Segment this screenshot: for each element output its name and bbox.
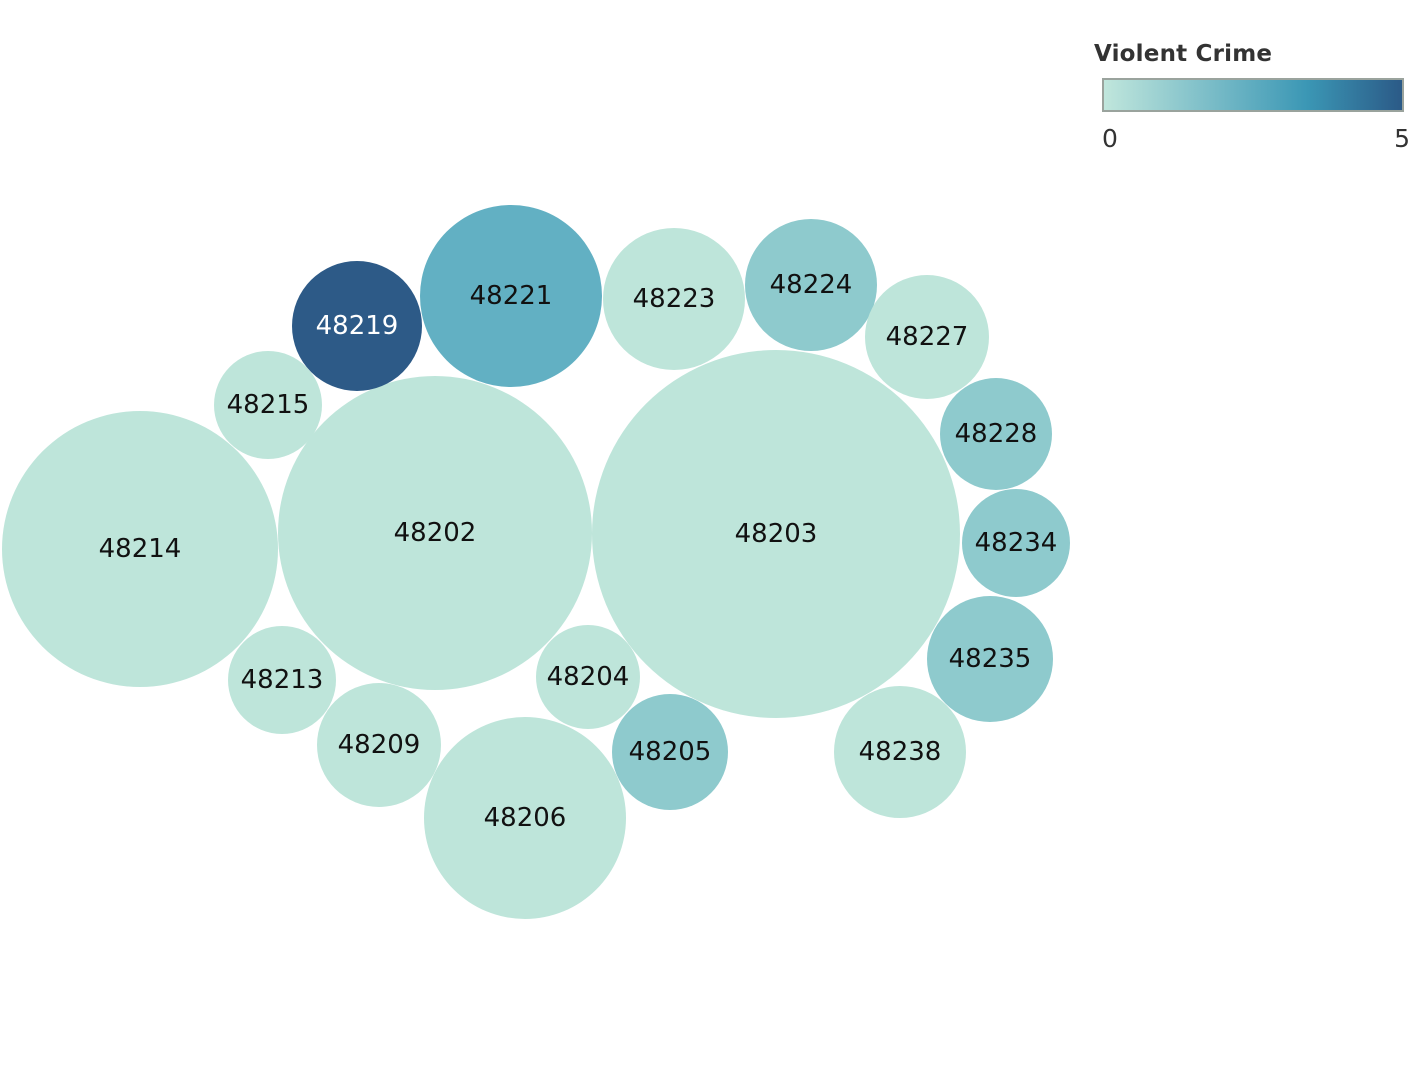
- bubble-circle[interactable]: [834, 686, 966, 818]
- bubble-label: 48221: [470, 281, 553, 311]
- bubble-circle[interactable]: [424, 717, 626, 919]
- bubble-circle[interactable]: [865, 275, 989, 399]
- bubble-circle[interactable]: [2, 411, 278, 687]
- bubble-circle[interactable]: [317, 683, 441, 807]
- bubble-label: 48223: [633, 284, 716, 314]
- bubble-circle[interactable]: [927, 596, 1053, 722]
- bubble-label: 48234: [975, 528, 1058, 558]
- color-legend: Violent Crime 0 5: [1094, 40, 1412, 153]
- bubble-48202[interactable]: 48202: [278, 376, 592, 690]
- bubble-label: 48203: [735, 519, 818, 549]
- bubble-48206[interactable]: 48206: [424, 717, 626, 919]
- bubble-circle[interactable]: [228, 626, 336, 734]
- bubble-circle[interactable]: [292, 261, 422, 391]
- bubble-48234[interactable]: 48234: [962, 489, 1070, 597]
- bubble-48204[interactable]: 48204: [536, 625, 640, 729]
- bubble-circle[interactable]: [592, 350, 960, 718]
- bubble-48223[interactable]: 48223: [603, 228, 745, 370]
- bubble-label: 48227: [886, 322, 969, 352]
- bubble-circle[interactable]: [278, 376, 592, 690]
- bubble-48205[interactable]: 48205: [612, 694, 728, 810]
- bubble-label: 48235: [949, 644, 1032, 674]
- bubble-48238[interactable]: 48238: [834, 686, 966, 818]
- bubble-circle[interactable]: [612, 694, 728, 810]
- bubble-label: 48205: [629, 737, 712, 767]
- bubble-circle[interactable]: [940, 378, 1052, 490]
- bubble-label: 48215: [227, 390, 310, 420]
- bubble-circle[interactable]: [603, 228, 745, 370]
- bubble-circle[interactable]: [745, 219, 877, 351]
- bubble-48209[interactable]: 48209: [317, 683, 441, 807]
- bubble-48213[interactable]: 48213: [228, 626, 336, 734]
- legend-min-label: 0: [1102, 124, 1118, 153]
- bubble-label: 48213: [241, 665, 324, 695]
- bubble-label: 48206: [484, 803, 567, 833]
- legend-title: Violent Crime: [1094, 41, 1273, 67]
- bubble-48227[interactable]: 48227: [865, 275, 989, 399]
- bubble-48235[interactable]: 48235: [927, 596, 1053, 722]
- bubble-48203[interactable]: 48203: [592, 350, 960, 718]
- bubble-chart: 48203 48202 48214 48206 48221 48223 48224 48238…: [2, 205, 1070, 919]
- bubble-label: 48224: [770, 270, 853, 300]
- bubble-circle[interactable]: [420, 205, 602, 387]
- bubble-label: 48219: [316, 311, 399, 341]
- bubble-48221[interactable]: 48221: [420, 205, 602, 387]
- bubble-48219[interactable]: 48219: [292, 261, 422, 391]
- bubble-label: 48238: [859, 737, 942, 767]
- bubble-48214[interactable]: 48214: [2, 411, 278, 687]
- bubble-label: 48209: [338, 730, 421, 760]
- bubble-label: 48228: [955, 419, 1038, 449]
- bubble-circle[interactable]: [962, 489, 1070, 597]
- bubble-label: 48202: [394, 518, 477, 548]
- bubble-label: 48214: [99, 534, 182, 564]
- bubble-48228[interactable]: 48228: [940, 378, 1052, 490]
- bubble-circle[interactable]: [214, 351, 322, 459]
- bubble-label: 48204: [547, 662, 630, 692]
- bubble-48224[interactable]: 48224: [745, 219, 877, 351]
- legend-max-label: 5: [1394, 124, 1410, 153]
- legend-color-ramp: [1102, 78, 1404, 112]
- bubble-48215[interactable]: 48215: [214, 351, 322, 459]
- bubble-circle[interactable]: [536, 625, 640, 729]
